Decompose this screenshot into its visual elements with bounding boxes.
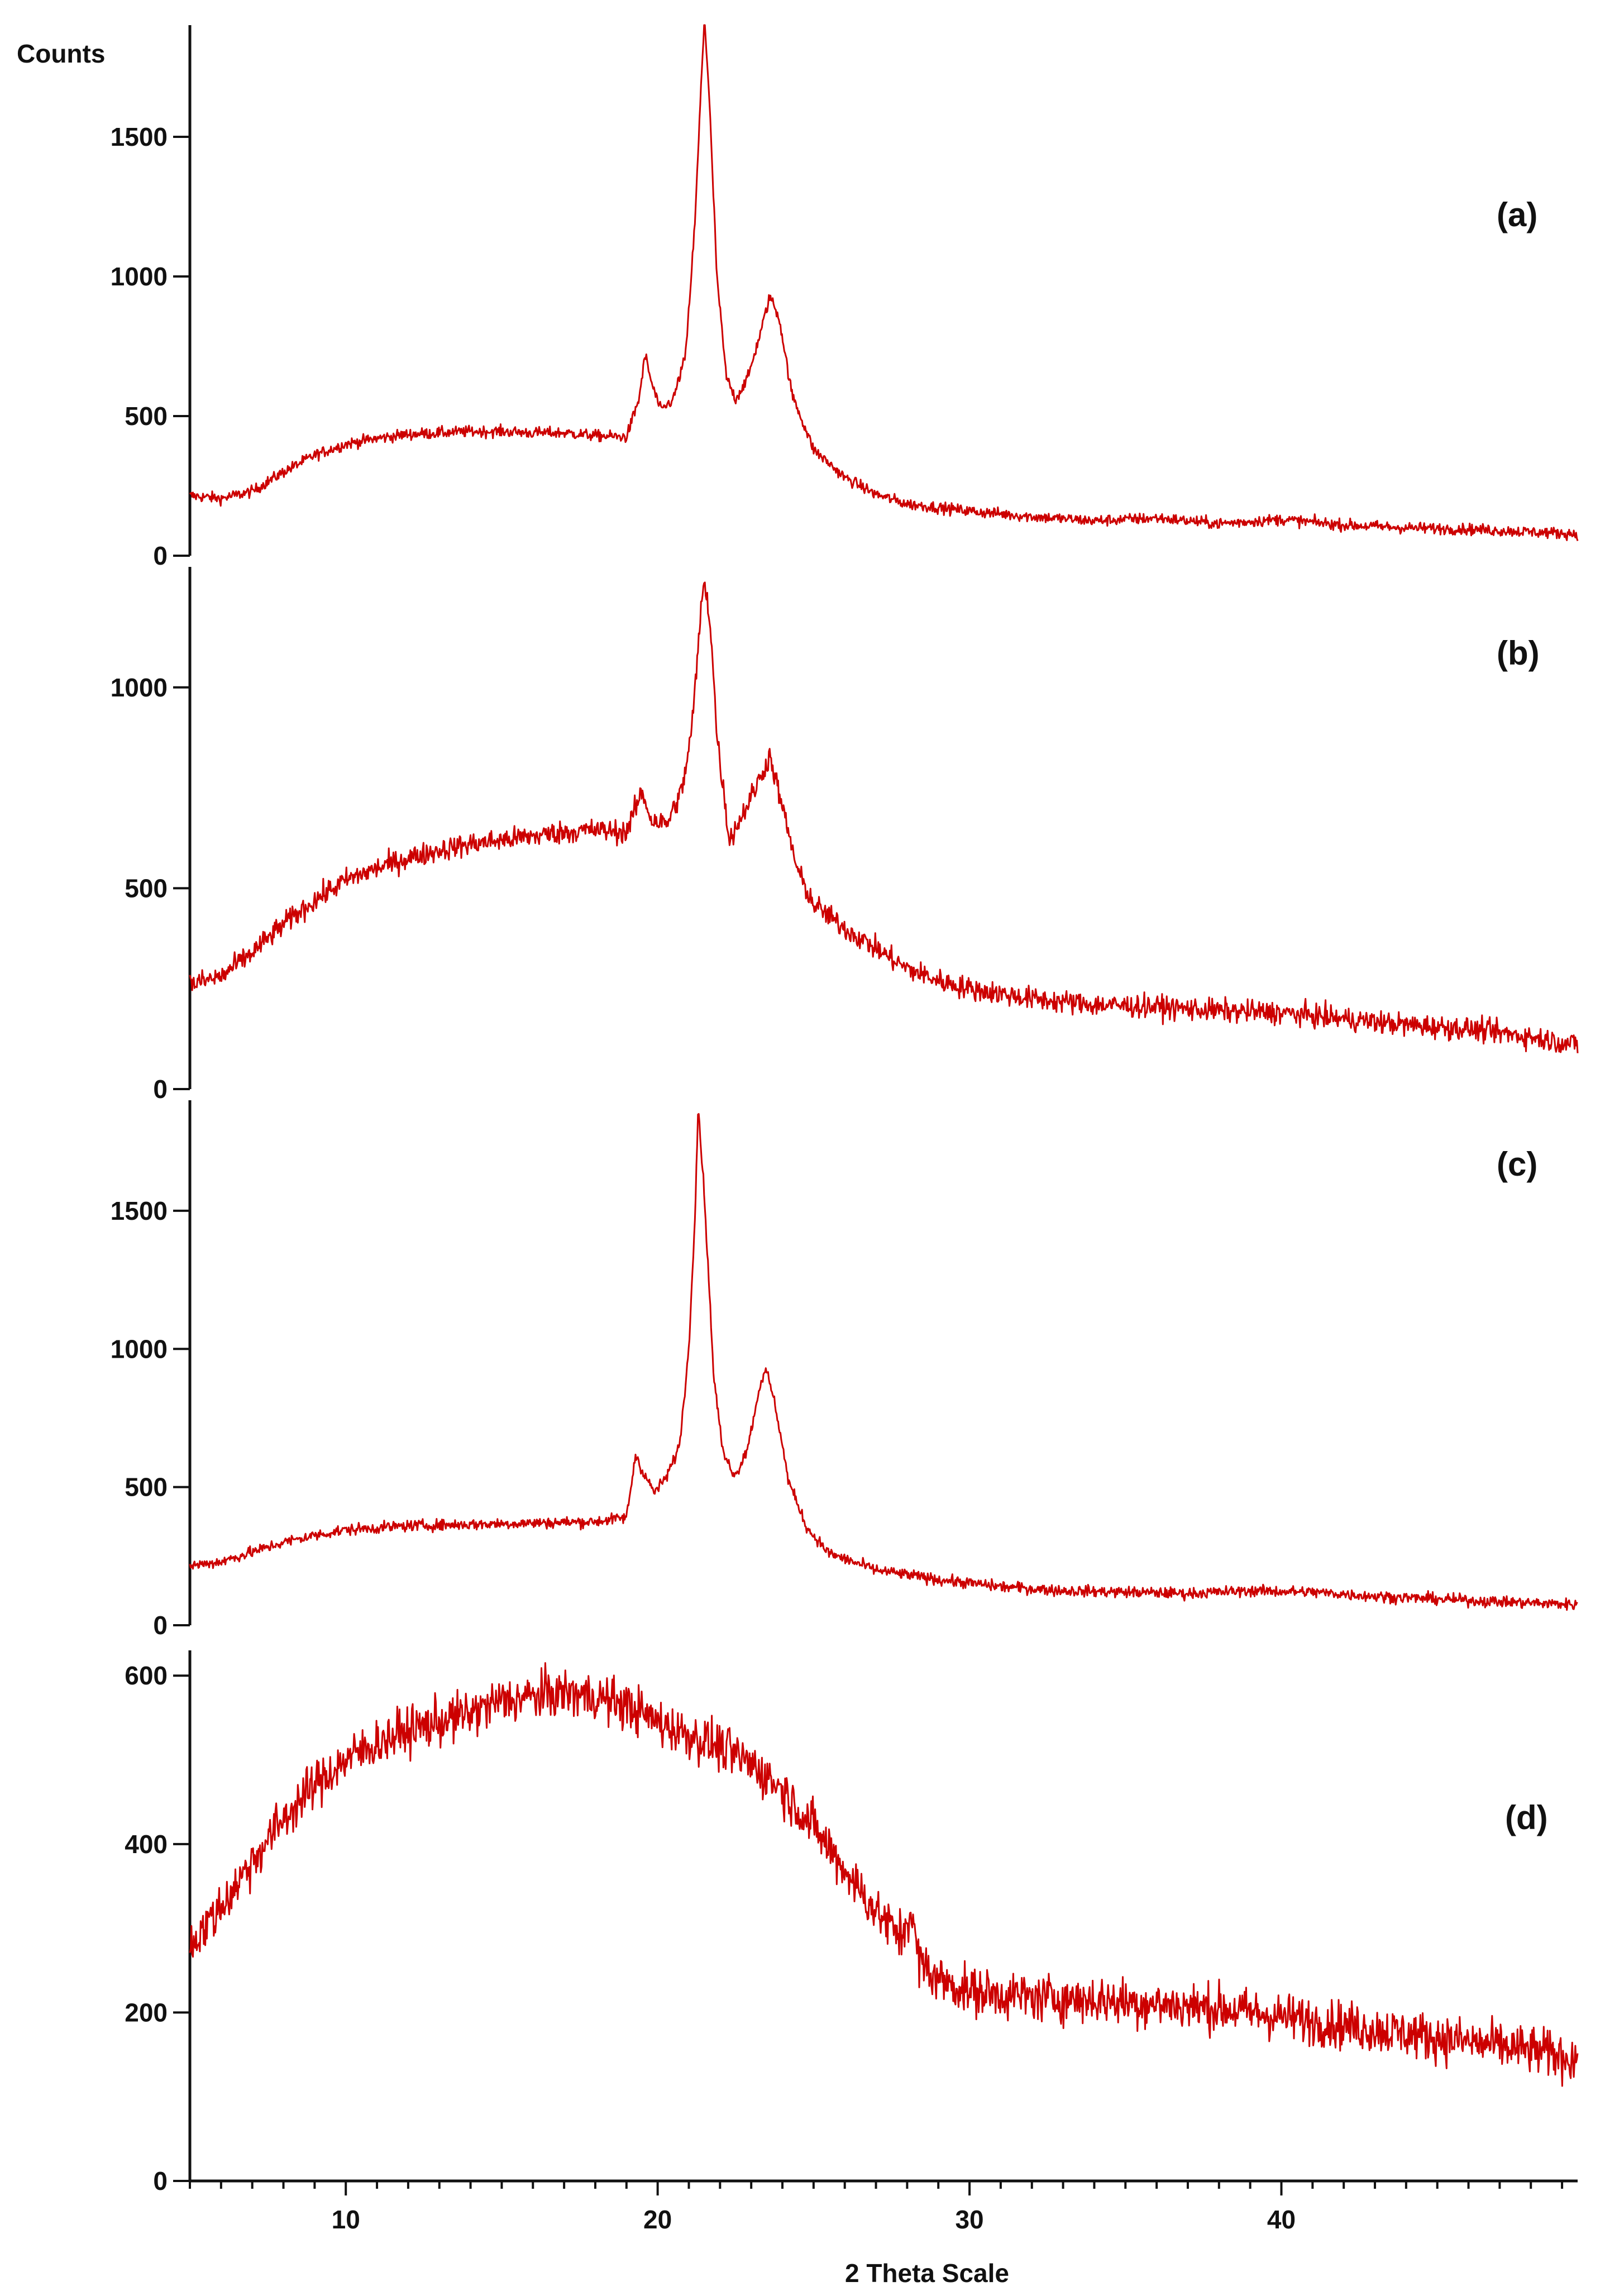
- panel-c: 0 500 1000 1500 (c): [111, 1100, 1578, 1640]
- panel-label: (a): [1497, 196, 1537, 233]
- x-tick-label: 20: [643, 2205, 672, 2234]
- y-tick-label: 1500: [111, 1196, 168, 1225]
- y-tick-label: 500: [125, 402, 168, 431]
- y-axis-title: Counts: [17, 39, 105, 68]
- panel-label: (c): [1497, 1145, 1537, 1183]
- y-tick-label: 1000: [111, 673, 168, 702]
- y-tick-label: 0: [153, 1611, 168, 1640]
- y-tick-label: 0: [153, 2166, 168, 2195]
- x-axis-title: 2 Theta Scale: [845, 2259, 1009, 2288]
- panel-label: (b): [1497, 634, 1540, 672]
- xrd-trace-c: [189, 1113, 1578, 1611]
- y-tick-label: 0: [153, 1075, 168, 1104]
- panels: 0 500 1000 1500 (a) 0 500 1000 (b) 0 500 1000 1500 (c…: [111, 24, 1579, 2195]
- y-tick-label: 600: [125, 1661, 168, 1690]
- y-tick-label: 1000: [111, 1334, 168, 1363]
- panel-label: (d): [1505, 1799, 1548, 1836]
- panel-a: 0 500 1000 1500 (a): [111, 24, 1579, 570]
- panel-d: 0 200 400 600 (d): [125, 1650, 1579, 2195]
- x-axis: 10 20 30 40: [189, 2179, 1578, 2234]
- y-tick-label: 1500: [111, 122, 168, 151]
- y-tick-label: 500: [125, 1473, 168, 1502]
- y-tick-label: 0: [153, 541, 168, 570]
- xrd-trace-d: [189, 1662, 1579, 2087]
- y-tick-label: 200: [125, 1998, 168, 2027]
- xrd-trace-b: [189, 581, 1579, 1053]
- y-tick-label: 1000: [111, 262, 168, 291]
- y-tick-label: 400: [125, 1830, 168, 1859]
- x-tick-label: 10: [332, 2205, 360, 2234]
- panel-b: 0 500 1000 (b): [111, 567, 1579, 1104]
- x-tick-label: 40: [1267, 2205, 1296, 2234]
- y-tick-label: 500: [125, 873, 168, 903]
- x-tick-label: 30: [955, 2205, 983, 2234]
- xrd-trace-a: [189, 24, 1579, 541]
